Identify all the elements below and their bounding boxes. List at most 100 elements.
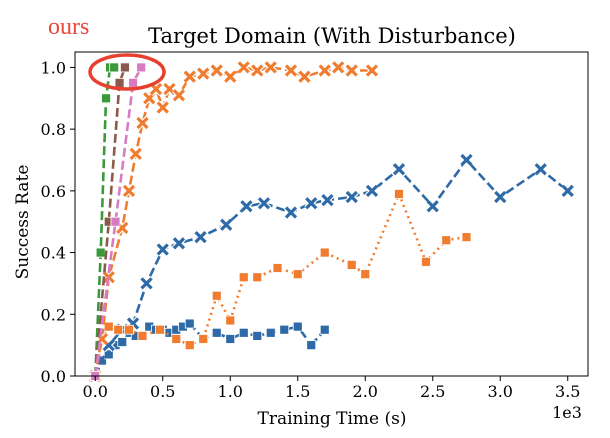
series-2 [90, 189, 472, 381]
data-point [184, 318, 195, 329]
data-point [225, 334, 236, 344]
data-point [534, 163, 547, 176]
data-point [394, 189, 404, 199]
axis-ticks: 0.0 0.5 1.0 1.5 2.0 2.5 3.0 3.5 0.0 0.2 0.4 0.6 0.8 1… [41, 58, 581, 401]
data-point [220, 218, 233, 231]
data-point [211, 290, 222, 301]
data-point [137, 330, 148, 341]
ours-annotation-label: ours [48, 14, 89, 40]
data-point [140, 277, 153, 290]
data-point [345, 190, 358, 204]
x-tick-label: 2.0 [353, 382, 378, 401]
x-axis-offset-label: 1e3 [552, 403, 582, 422]
data-point [124, 324, 134, 335]
data-point [284, 64, 298, 77]
data-point [251, 64, 264, 77]
data-point [122, 184, 136, 197]
data-point [113, 324, 124, 335]
data-point [561, 184, 574, 197]
y-tick-label: 0.2 [41, 305, 66, 324]
data-point [321, 193, 334, 207]
data-point [346, 260, 357, 270]
data-point [318, 64, 331, 77]
y-tick-label: 0.4 [41, 244, 66, 263]
series-5-line [94, 66, 127, 377]
data-point [172, 89, 186, 102]
plot-area [88, 60, 575, 383]
x-tick-label: 0.5 [150, 382, 175, 401]
data-point [156, 243, 169, 256]
data-point [225, 315, 236, 326]
data-point [128, 77, 138, 88]
data-point [426, 200, 439, 213]
data-point [257, 197, 271, 210]
data-point [172, 237, 186, 250]
data-point [210, 64, 223, 77]
data-point [136, 116, 149, 130]
series-3 [88, 60, 379, 383]
ours-highlight-ellipse [88, 53, 166, 91]
data-point [114, 77, 125, 88]
data-point [95, 247, 106, 258]
data-point [272, 263, 283, 273]
data-point [237, 61, 250, 74]
data-point [120, 62, 130, 73]
data-point [421, 256, 431, 267]
data-point [332, 61, 345, 74]
data-point [109, 62, 120, 73]
data-point [264, 61, 277, 74]
y-tick-label: 0.0 [41, 367, 66, 386]
data-point [184, 340, 195, 351]
data-point [252, 330, 263, 341]
plot-frame [74, 51, 589, 377]
data-point [238, 272, 249, 283]
x-tick-label: 0.0 [83, 382, 108, 401]
data-point [129, 147, 142, 160]
data-point [365, 184, 379, 197]
data-point [284, 206, 298, 219]
series-6-line [94, 66, 143, 377]
x-tick-label: 2.5 [420, 382, 445, 401]
y-axis-label: Success Rate [13, 165, 33, 280]
data-point [252, 272, 263, 283]
chart-title: Target Domain (With Disturbance) [148, 24, 516, 48]
data-point [360, 269, 371, 280]
data-point [171, 334, 182, 344]
data-point [365, 64, 379, 77]
data-point [103, 321, 114, 332]
x-tick-label: 3.5 [555, 382, 580, 401]
data-point [292, 321, 303, 332]
data-point [224, 70, 237, 83]
data-point [441, 235, 452, 246]
series-1-line [94, 158, 569, 377]
data-point [198, 334, 209, 344]
series-1 [88, 153, 575, 383]
data-point [392, 163, 406, 176]
x-tick-label: 1.5 [285, 382, 310, 401]
data-point [238, 327, 249, 338]
data-point [117, 337, 128, 347]
data-point [110, 216, 121, 227]
x-tick-label: 3.0 [488, 382, 513, 401]
data-point [155, 324, 165, 335]
data-point [279, 324, 290, 335]
data-point [319, 247, 330, 258]
x-axis-label: Training Time (s) [257, 409, 406, 429]
data-point [298, 70, 311, 83]
data-point [460, 153, 473, 167]
data-point [101, 93, 111, 104]
data-point [156, 101, 169, 114]
y-tick-label: 0.8 [41, 120, 66, 139]
data-point [197, 67, 210, 80]
data-point [319, 324, 330, 335]
data-point [211, 327, 222, 338]
y-tick-label: 0.6 [41, 182, 66, 201]
data-point [265, 327, 276, 338]
y-tick-label: 1.0 [41, 58, 66, 77]
data-point [494, 190, 507, 204]
data-point [292, 269, 303, 280]
x-tick-label: 1.0 [218, 382, 243, 401]
data-point [461, 232, 472, 243]
data-point [305, 197, 318, 210]
